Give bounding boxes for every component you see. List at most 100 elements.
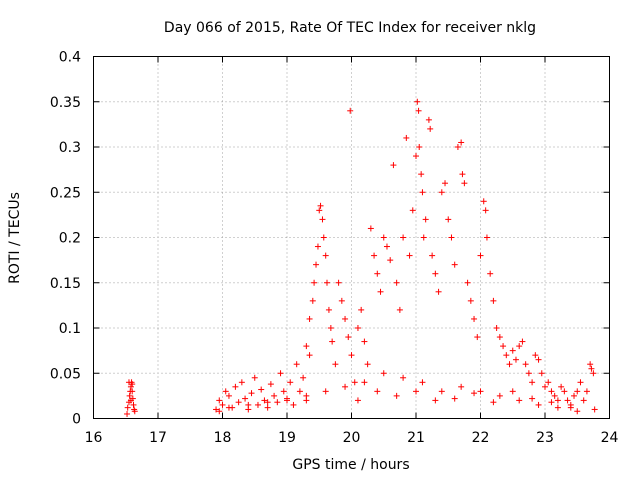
data-point (232, 383, 239, 390)
x-tick-labels: 16 17 18 19 20 21 22 23 24 (85, 430, 619, 446)
data-point (313, 261, 320, 268)
data-point (329, 338, 336, 345)
data-point (490, 297, 497, 304)
data-point (306, 315, 313, 322)
data-point (438, 189, 445, 196)
data-point (290, 401, 297, 408)
data-point (387, 257, 394, 264)
x-tick-label: 22 (472, 430, 490, 446)
data-point (306, 352, 313, 359)
data-point (323, 279, 330, 286)
data-point (467, 297, 474, 304)
y-tick-label: 0.2 (59, 231, 81, 247)
data-point (545, 379, 552, 386)
x-tick-label: 19 (278, 430, 296, 446)
data-point (320, 234, 327, 241)
data-point (420, 234, 427, 241)
data-point (548, 399, 555, 406)
data-point (287, 379, 294, 386)
data-point (480, 198, 487, 205)
data-point (364, 361, 371, 368)
data-point (222, 388, 229, 395)
data-point (332, 361, 339, 368)
chart-title: Day 066 of 2015, Rate Of TEC Index for r… (164, 20, 536, 36)
data-point (380, 234, 387, 241)
data-point (415, 107, 422, 114)
data-point (396, 306, 403, 313)
data-point (125, 379, 132, 386)
data-point (458, 383, 465, 390)
data-point (267, 381, 274, 388)
data-point (418, 171, 425, 178)
data-point (342, 315, 349, 322)
y-tick-label: 0.1 (59, 321, 81, 337)
data-point (393, 279, 400, 286)
data-point (303, 392, 310, 399)
data-point (471, 315, 478, 322)
data-point (242, 395, 249, 402)
grid-lines (93, 56, 610, 419)
data-point (238, 379, 245, 386)
data-point (400, 374, 407, 381)
y-tick-label: 0.35 (50, 95, 81, 111)
data-point (548, 388, 555, 395)
data-point (591, 406, 598, 413)
data-point (413, 388, 419, 395)
data-point (529, 379, 536, 386)
data-point (261, 397, 268, 404)
data-point (564, 397, 571, 404)
data-point (577, 379, 584, 386)
data-point (311, 279, 318, 286)
data-point (216, 408, 223, 415)
data-point (451, 395, 458, 402)
data-point (503, 352, 510, 359)
data-point (516, 343, 523, 350)
y-tick-label: 0.15 (50, 276, 81, 292)
y-tick-label: 0.25 (50, 185, 81, 201)
data-point (130, 401, 137, 408)
data-point (522, 361, 529, 368)
data-point (477, 252, 484, 259)
x-tick-label: 23 (536, 430, 554, 446)
data-point (574, 388, 581, 395)
data-point (500, 343, 507, 350)
data-point (454, 144, 461, 150)
data-point (425, 116, 432, 123)
data-point (516, 397, 523, 404)
data-point (225, 392, 232, 399)
x-tick-label: 21 (407, 430, 425, 446)
data-point (419, 189, 426, 196)
data-point (427, 125, 434, 132)
data-point (538, 370, 545, 377)
data-point (351, 379, 358, 386)
plot-frame (93, 56, 610, 419)
data-point (429, 252, 436, 259)
data-point (474, 334, 481, 341)
data-point (532, 352, 539, 359)
data-point (567, 404, 574, 411)
data-point (558, 383, 565, 390)
data-point (519, 338, 526, 345)
data-point (380, 370, 387, 377)
data-point (274, 399, 281, 406)
data-point (245, 401, 252, 408)
x-tick-label: 24 (601, 430, 619, 446)
data-point (216, 397, 223, 404)
data-point (348, 352, 355, 359)
data-point (445, 216, 452, 223)
data-point (406, 252, 413, 259)
data-point (316, 207, 323, 214)
data-point (322, 252, 329, 259)
data-point (509, 388, 516, 395)
data-point (296, 388, 303, 395)
data-point (496, 392, 503, 399)
data-point (587, 361, 594, 368)
data-point (319, 216, 326, 223)
data-point (542, 383, 548, 390)
data-point (354, 397, 361, 404)
data-point (580, 397, 587, 404)
data-point (264, 399, 271, 406)
data-point (512, 356, 519, 363)
data-point (413, 153, 419, 160)
data-point (416, 144, 423, 150)
